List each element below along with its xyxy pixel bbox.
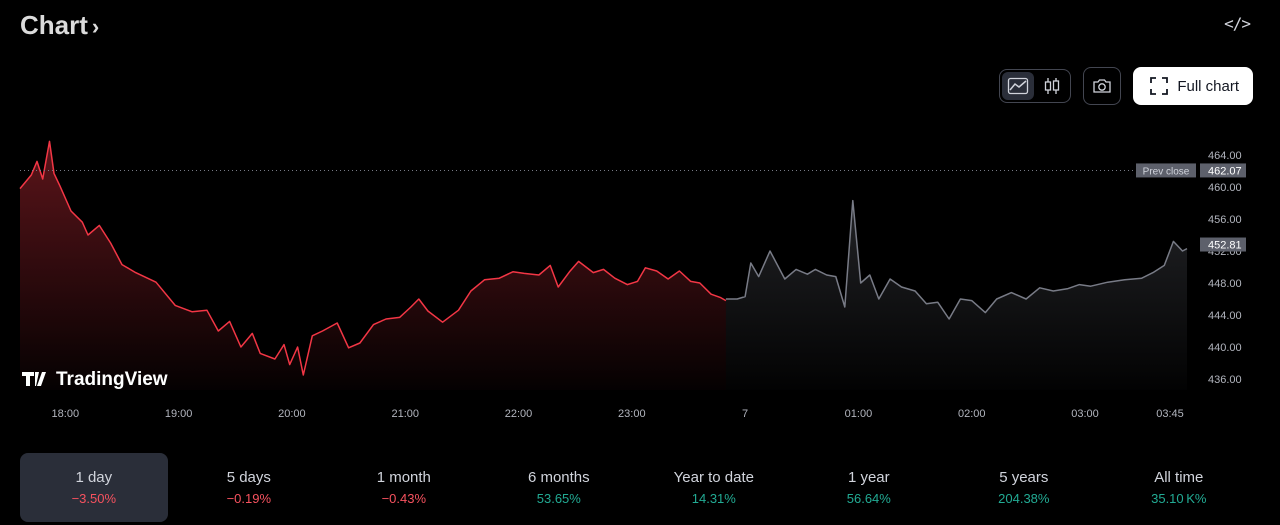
chevron-right-icon: ›	[91, 13, 100, 39]
x-tick-label: 03:45	[1156, 408, 1184, 420]
y-tick-label: 448.00	[1208, 278, 1242, 290]
chart-toolbar: Full chart	[999, 67, 1253, 105]
period-tab[interactable]: 1 day −3.50%	[20, 453, 168, 522]
regular-session-area	[20, 141, 726, 390]
y-tick-label: 444.00	[1208, 310, 1242, 322]
y-tick-label: 440.00	[1208, 342, 1242, 354]
prev-close-tag	[1136, 163, 1196, 178]
regular-session-line	[19, 140, 727, 376]
period-tab[interactable]: 5 years 204.38%	[950, 453, 1098, 522]
period-change: −0.43%	[381, 491, 427, 506]
y-tick-label: 436.00	[1208, 374, 1242, 386]
period-change: −0.19%	[226, 491, 272, 506]
period-tab[interactable]: 1 year 56.64%	[795, 453, 943, 522]
period-tab[interactable]: 6 months 53.65%	[485, 453, 633, 522]
x-tick-label: 21:00	[391, 408, 419, 420]
candlestick-button[interactable]	[1036, 72, 1068, 100]
full-chart-label: Full chart	[1177, 77, 1239, 95]
prev-close-value: 462.07	[1208, 165, 1242, 177]
y-axis: 464.00460.00456.00452.00448.00444.00440.…	[1208, 150, 1242, 386]
extended-session-area	[725, 200, 1187, 390]
period-selector: 1 day −3.50% 5 days −0.19% 1 month −0.43% 6 mo…	[20, 453, 1260, 522]
last-price-value: 452.81	[1208, 240, 1242, 252]
area-chart-button[interactable]	[1002, 72, 1035, 100]
period-tab[interactable]: 5 days −0.19%	[175, 453, 323, 522]
x-tick-label: 18:00	[52, 408, 80, 420]
x-tick-label: 20:00	[278, 408, 306, 420]
x-axis: 18:00 19:00 20:00 21:00 22:00 23:00 7 01:00 02:0…	[52, 408, 1184, 420]
period-label: 1 day	[75, 469, 113, 486]
embed-code-icon[interactable]: </>	[1224, 14, 1251, 33]
y-tick-label: 460.00	[1208, 182, 1242, 194]
x-tick-label: 02:00	[958, 408, 986, 420]
prev-close-label: Prev close	[1143, 166, 1190, 177]
period-label: 1 month	[376, 469, 431, 486]
area-chart-icon	[1008, 77, 1029, 95]
x-tick-label: 03:00	[1071, 408, 1099, 420]
watermark-text: TradingView	[56, 369, 168, 390]
period-tab[interactable]: Year to date 14.31%	[640, 453, 788, 522]
period-change: 204.38%	[998, 491, 1050, 506]
fullscreen-icon	[1150, 77, 1169, 95]
period-label: 5 days	[226, 469, 271, 486]
y-tick-label: 456.00	[1208, 214, 1242, 226]
chart-style-toggle	[999, 69, 1072, 103]
page-title[interactable]: Chart ›	[20, 10, 99, 41]
price-chart[interactable]: 464.00460.00456.00452.00448.00444.00440.…	[0, 120, 1280, 425]
period-change: 35.10 K%	[1151, 491, 1207, 506]
y-tick-label: 464.00	[1208, 150, 1242, 162]
period-change: 56.64%	[846, 491, 891, 506]
prev-close-value-tag	[1200, 163, 1246, 178]
camera-icon	[1093, 79, 1111, 93]
period-change: 14.31%	[691, 491, 736, 506]
full-chart-button[interactable]: Full chart	[1133, 67, 1253, 105]
period-label: All time	[1154, 469, 1204, 486]
period-label: 6 months	[527, 469, 590, 486]
extended-session-line	[725, 199, 1188, 320]
screenshot-button[interactable]	[1083, 67, 1122, 105]
candlestick-icon	[1045, 78, 1060, 94]
period-tab[interactable]: All time 35.10 K%	[1105, 453, 1253, 522]
period-label: Year to date	[673, 469, 754, 486]
period-label: 5 years	[999, 469, 1049, 486]
tradingview-logo-icon	[22, 372, 46, 386]
period-tab[interactable]: 1 month −0.43%	[330, 453, 478, 522]
title-text: Chart	[20, 10, 88, 40]
x-tick-label: 01:00	[845, 408, 873, 420]
tradingview-watermark: TradingView	[22, 369, 168, 390]
period-change: −3.50%	[71, 491, 117, 506]
period-label: 1 year	[847, 469, 890, 486]
period-change: 53.65%	[536, 491, 581, 506]
x-tick-label: 19:00	[165, 408, 193, 420]
x-tick-label: 22:00	[505, 408, 533, 420]
last-price-tag	[1200, 237, 1246, 252]
x-tick-label: 23:00	[618, 408, 646, 420]
x-tick-label: 7	[742, 408, 748, 420]
